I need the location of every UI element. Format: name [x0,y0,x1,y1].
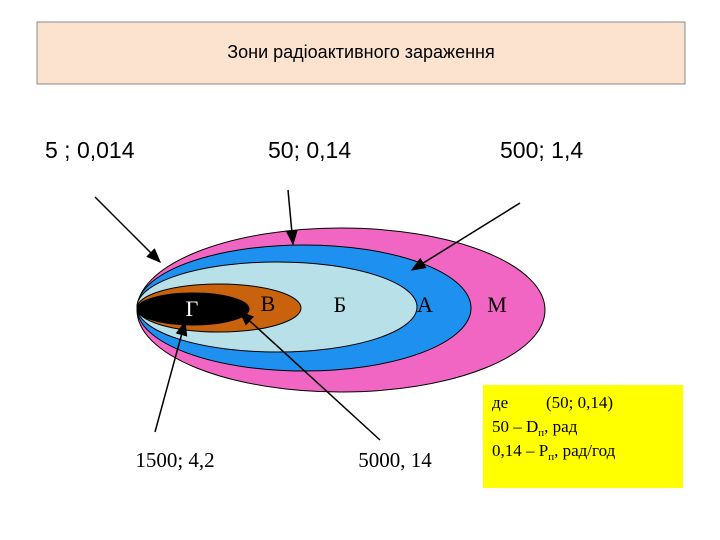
zone-label: М [487,292,507,317]
title: Зони радіоактивного зараження [227,42,494,62]
bottom-label: 5000, 14 [358,448,432,472]
zone-g [136,292,250,326]
arrows [94,189,521,441]
note-text: , рад/год [554,441,615,460]
note-text: (50; 0,14) [546,393,613,412]
top-label: 50; 0,14 [268,137,351,163]
note-text: 50 – D [492,417,538,436]
zone-label: В [261,291,276,316]
zone-label: Г [186,296,199,321]
zone-label: Б [334,292,347,317]
top-label: 500; 1,4 [500,137,583,163]
note-line: де (50; 0,14) [492,393,613,412]
bottom-label: 1500; 4,2 [135,448,214,472]
note-subscript: п [548,451,554,463]
note-subscript: п [538,427,544,439]
note-text: , рад [544,417,578,436]
note-line: 0,14 – Pп, рад/год [492,441,616,463]
zone-label: А [417,292,433,317]
note-line: 50 – Dп, рад [492,417,578,439]
note-box [483,385,683,488]
top-label: 5 ; 0,014 [45,137,135,163]
title-box [36,21,686,85]
note-text: 0,14 – P [492,441,548,460]
note-text: де [492,393,508,412]
